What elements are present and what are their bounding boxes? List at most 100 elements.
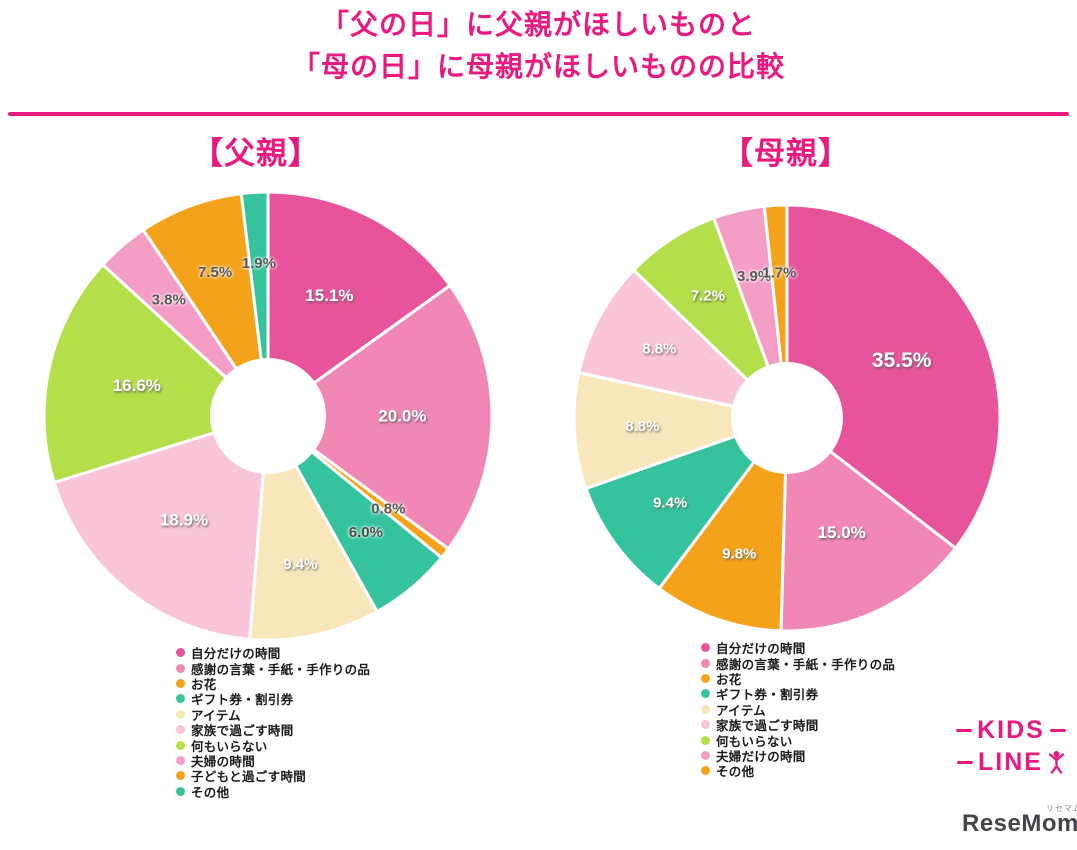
pie-percent-label: 3.8% xyxy=(152,291,186,308)
pie-percent-label: 7.5% xyxy=(198,264,232,281)
legend-label: ギフト券・割引券 xyxy=(716,688,819,703)
legend-label: 自分だけの時間 xyxy=(716,642,806,657)
pie-percent-label: 9.4% xyxy=(283,556,317,573)
pie-percent-label: 16.6% xyxy=(113,376,161,395)
legend-swatch xyxy=(701,689,710,699)
pie-percent-label: 3.9% xyxy=(737,268,771,285)
legend-label: お花 xyxy=(191,677,217,692)
father-chart-heading: 【父親】 xyxy=(192,136,320,171)
page-title: 「父の日」に父親がほしいものと 「母の日」に母親がほしいものの比較 xyxy=(0,4,1077,88)
legend-label: 感謝の言葉・手紙・手作りの品 xyxy=(716,657,896,672)
pie-percent-label: 35.5% xyxy=(872,349,932,372)
pie-percent-label: 20.0% xyxy=(378,406,426,425)
pie-percent-label: 15.1% xyxy=(305,286,353,305)
page-title-line2: 「母の日」に母親がほしいものの比較 xyxy=(291,51,785,82)
legend-swatch xyxy=(176,725,185,735)
kidsline-text-kids: KIDS xyxy=(977,716,1045,744)
legend-item: お花 xyxy=(701,671,895,687)
pie-slice-1 xyxy=(785,203,1002,550)
pie-percent-label: 7.2% xyxy=(691,288,725,305)
legend-item: 家族で過ごす時間 xyxy=(701,717,895,733)
legend-label: 自分だけの時間 xyxy=(191,647,281,662)
legend-label: 子どもと過ごす時間 xyxy=(191,770,307,785)
mother-chart-heading: 【母親】 xyxy=(722,136,850,171)
legend-item: 夫婦だけの時間 xyxy=(701,748,895,764)
legend-swatch xyxy=(176,786,185,796)
legend-item: 何もいらない xyxy=(701,732,895,749)
legend-swatch xyxy=(701,643,710,653)
pie-percent-label: 18.9% xyxy=(160,510,208,529)
legend-item: 何もいらない xyxy=(176,737,370,754)
kidsline-person-icon xyxy=(1048,751,1065,774)
legend-item: 子どもと過ごす時間 xyxy=(176,768,370,785)
legend-swatch xyxy=(701,750,710,760)
legend-item: 夫婦の時間 xyxy=(176,753,370,769)
legend-label: 何もいらない xyxy=(191,739,268,754)
mother-legend: 自分だけの時間 感謝の言葉・手紙・手作りの品 お花 ギフト券・割引券 アイテム 家族で過ご… xyxy=(701,640,895,779)
pie-percent-label: 1.7% xyxy=(762,264,796,281)
father-legend: 自分だけの時間 感謝の言葉・手紙・手作りの品 お花 ギフト券・割引券 アイテム 家族で過ご… xyxy=(176,645,371,800)
legend-swatch xyxy=(701,673,710,683)
resemom-logo: リセマム ReseMom. xyxy=(962,804,1077,838)
legend-item: 自分だけの時間 xyxy=(176,645,370,662)
resemom-ruby: リセマム xyxy=(1046,804,1077,813)
legend-label: 何もいらない xyxy=(716,734,793,749)
pie-percent-label: 0.8% xyxy=(371,500,405,517)
legend-label: 夫婦だけの時間 xyxy=(716,749,806,764)
legend-swatch xyxy=(701,658,710,668)
legend-label: その他 xyxy=(716,765,755,780)
legend-swatch xyxy=(176,740,185,750)
father-pie-chart: 15.1% 20.0% 0.8% 6.0% 9.4% 18.9% 16.6% 3.8% 7.5%… xyxy=(42,190,494,642)
pie-slice-9 xyxy=(141,192,270,418)
resemom-text: ReseMom. xyxy=(962,810,1077,837)
pie-percent-label: 9.8% xyxy=(722,546,756,563)
pie-slice-2 xyxy=(266,284,494,551)
legend-item: ギフト券・割引券 xyxy=(701,686,895,703)
legend-swatch xyxy=(176,648,185,658)
legend-label: 家族で過ごす時間 xyxy=(191,724,294,739)
legend-swatch xyxy=(176,709,185,719)
donut-hole xyxy=(731,362,843,474)
legend-item: お花 xyxy=(176,676,370,692)
kidsline-right-bar xyxy=(1049,728,1066,732)
page-title-line1: 「父の日」に父親がほしいものと xyxy=(320,9,756,40)
legend-swatch xyxy=(176,694,185,704)
pie-slice-6 xyxy=(52,414,270,641)
title-divider xyxy=(8,112,1069,116)
pie-slice-2 xyxy=(779,416,958,633)
pie-slice-6 xyxy=(577,268,789,420)
pie-percent-label: 8.8% xyxy=(642,341,676,358)
legend-item: 自分だけの時間 xyxy=(701,640,895,657)
pie-percent-label: 9.4% xyxy=(653,495,687,512)
pie-percent-label: 15.0% xyxy=(818,523,866,542)
legend-swatch xyxy=(701,720,710,730)
kidsline-left-bar2 xyxy=(957,760,974,764)
legend-item: 感謝の言葉・手紙・手作りの品 xyxy=(701,655,896,672)
legend-item: アイテム xyxy=(701,702,895,718)
legend-item: ギフト券・割引券 xyxy=(176,691,370,707)
kidsline-row-line: LINE xyxy=(952,746,1070,778)
pie-slice-1 xyxy=(266,190,452,418)
legend-swatch xyxy=(176,771,185,781)
legend-swatch xyxy=(701,704,710,714)
legend-label: 感謝の言葉・手紙・手作りの品 xyxy=(191,662,371,677)
legend-item: その他 xyxy=(701,763,895,780)
legend-item: その他 xyxy=(176,784,370,800)
pie-slice-4 xyxy=(584,416,789,590)
pie-slice-3 xyxy=(657,416,789,633)
legend-swatch xyxy=(701,735,710,745)
kidsline-logo: KIDS LINE xyxy=(952,714,1070,778)
pie-percent-label: 8.8% xyxy=(625,418,659,435)
legend-item: アイテム xyxy=(176,707,370,723)
legend-item: 感謝の言葉・手紙・手作りの品 xyxy=(176,660,371,677)
legend-label: その他 xyxy=(191,785,230,800)
pie-percent-label: 1.9% xyxy=(242,255,276,272)
legend-swatch xyxy=(176,755,185,765)
pie-slice-5 xyxy=(572,371,789,490)
legend-swatch xyxy=(176,663,185,673)
pie-percent-label: 6.0% xyxy=(349,524,383,541)
legend-label: 夫婦の時間 xyxy=(191,754,256,769)
legend-label: お花 xyxy=(716,672,742,687)
kidsline-text-line: LINE xyxy=(978,748,1043,776)
